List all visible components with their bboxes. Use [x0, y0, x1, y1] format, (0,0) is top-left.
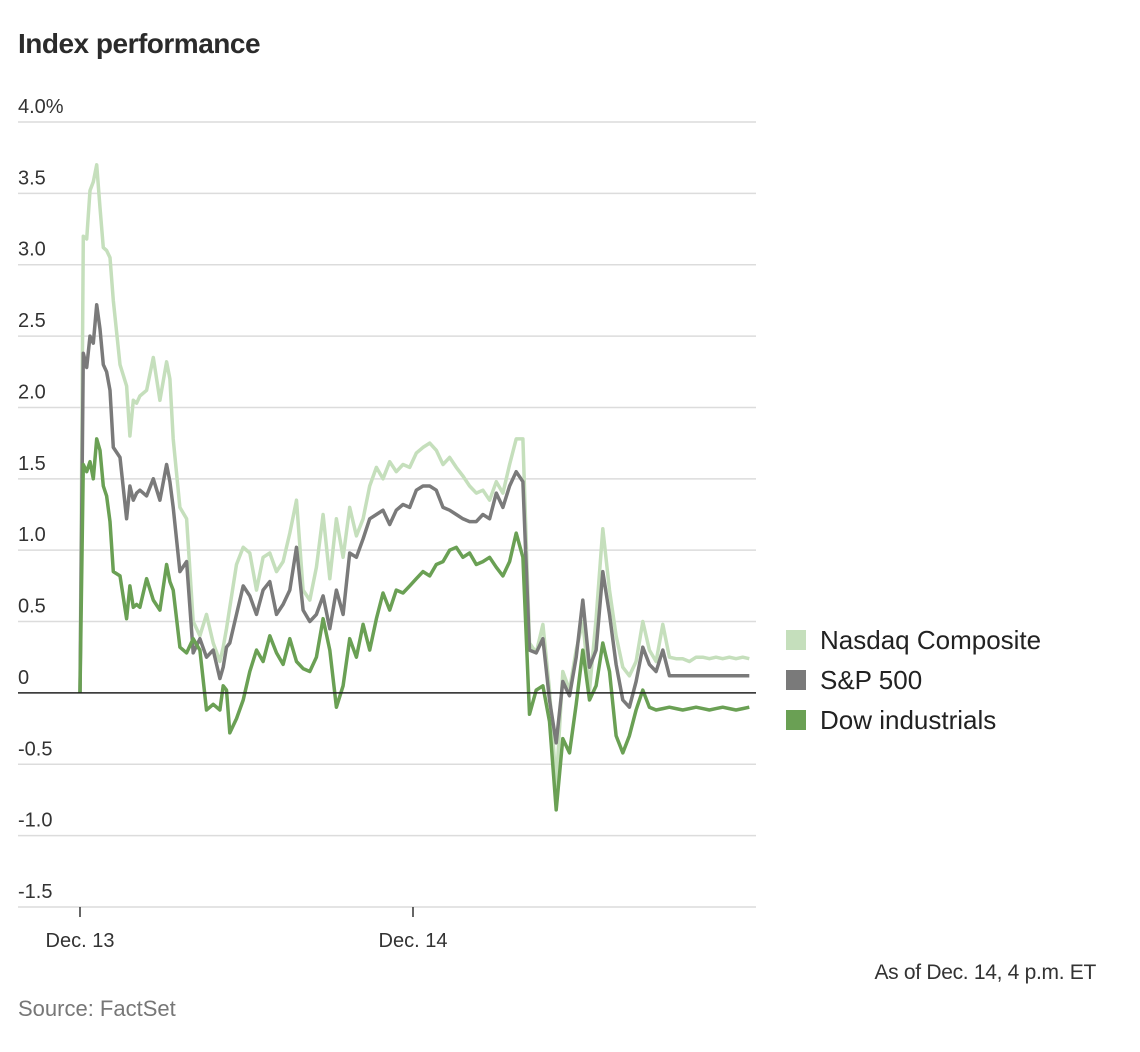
y-axis-ticks: 4.0% 3.5 3.0 2.5 2.0 1.5 1.0 0.5 0 -0.5 -1.0 -1.5	[18, 96, 64, 903]
legend-label-dow: Dow industrials	[820, 704, 997, 735]
x-tick-label: Dec. 14	[379, 930, 448, 952]
y-tick-label: 3.0	[18, 239, 46, 261]
series-line-nasdaq	[78, 163, 750, 788]
y-tick-label: -1.5	[18, 881, 52, 903]
legend-swatch-sp500	[786, 670, 806, 690]
legend-label-sp500: S&P 500	[820, 664, 923, 695]
source-credit: Source: FactSet	[18, 996, 176, 1021]
legend-item-nasdaq: Nasdaq Composite	[786, 620, 1041, 660]
x-axis-ticks: Dec. 13 Dec. 14	[46, 907, 448, 952]
y-tick-label: 1.5	[18, 453, 46, 475]
legend-item-sp500: S&P 500	[786, 660, 1041, 700]
legend-label-nasdaq: Nasdaq Composite	[820, 624, 1042, 655]
y-tick-label: 0.5	[18, 596, 46, 618]
y-tick-label: 2.5	[18, 310, 46, 332]
y-tick-label: 0	[18, 667, 29, 689]
gridlines	[18, 121, 756, 908]
series-line-sp500	[78, 302, 750, 745]
legend-swatch-nasdaq	[786, 630, 806, 650]
legend: Nasdaq Composite S&P 500 Dow industrials	[786, 620, 1041, 740]
y-tick-label: -0.5	[18, 738, 52, 760]
y-tick-label: 4.0%	[18, 96, 64, 118]
y-tick-label: 2.0	[18, 381, 46, 403]
legend-swatch-dow	[786, 710, 806, 730]
legend-item-dow: Dow industrials	[786, 700, 1041, 740]
chart-title: Index performance	[18, 28, 261, 59]
series-lines	[78, 163, 750, 812]
y-tick-label: 1.0	[18, 524, 46, 546]
y-tick-label: 3.5	[18, 167, 46, 189]
series-line-dow	[78, 437, 750, 812]
y-tick-label: -1.0	[18, 810, 52, 832]
timestamp-note: As of Dec. 14, 4 p.m. ET	[874, 961, 1096, 984]
x-tick-label: Dec. 13	[46, 930, 115, 952]
